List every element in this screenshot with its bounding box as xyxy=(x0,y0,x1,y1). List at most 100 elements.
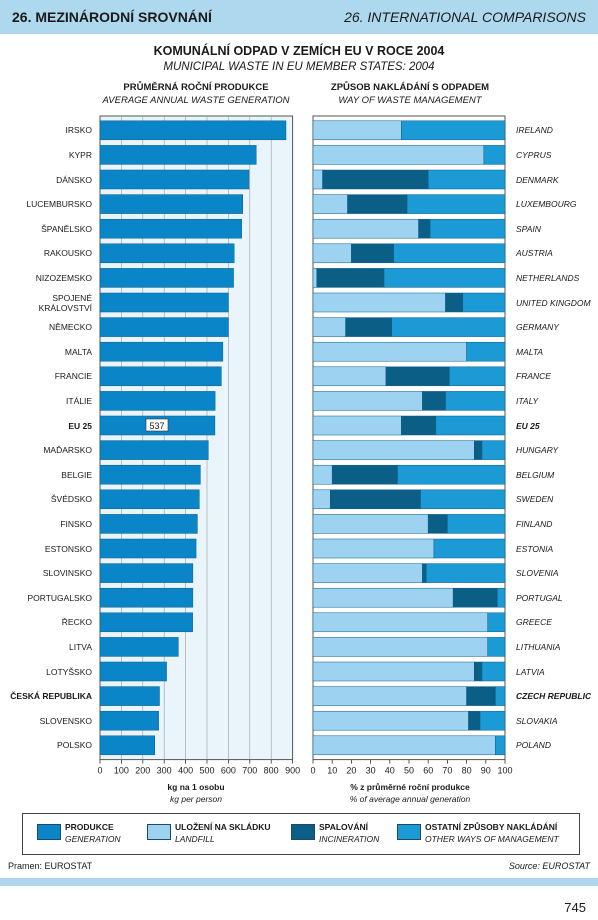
category-label-en: MALTA xyxy=(516,346,544,357)
bar-segment xyxy=(312,661,475,682)
x-tick-label: 90 xyxy=(481,766,491,776)
left-x-axis-label-en: kg per person xyxy=(170,794,222,804)
category-label-en: NETHERLANDS xyxy=(516,272,580,283)
bar-segment xyxy=(447,514,506,534)
bar-segment xyxy=(385,366,450,387)
x-tick-label: 10 xyxy=(327,766,337,776)
x-tick-label: 400 xyxy=(178,766,193,776)
bar-segment xyxy=(347,194,408,214)
x-tick-label: 50 xyxy=(404,766,414,776)
x-tick-label: 0 xyxy=(97,766,102,776)
category-label-en: HUNGARY xyxy=(516,445,559,456)
category-label-cz: KYPR xyxy=(68,149,92,160)
bar-segment xyxy=(312,194,348,214)
x-tick-label: 40 xyxy=(385,766,395,776)
category-label-en: CYPRUS xyxy=(516,149,552,160)
category-label-cz: ČESKÁ REPUBLIKA xyxy=(10,691,92,702)
category-label-cz: FINSKO xyxy=(60,518,92,529)
bar-segment xyxy=(474,661,483,682)
bar-segment xyxy=(312,218,419,239)
bar-segment xyxy=(466,686,496,706)
bar-generation xyxy=(99,735,156,756)
x-tick-label: 30 xyxy=(366,766,376,776)
legend-label-en: GENERATION xyxy=(65,834,121,844)
category-label-en: ITALY xyxy=(516,395,539,406)
category-label-cz: NĚMECKO xyxy=(49,322,92,333)
bar-segment xyxy=(322,169,429,190)
bar-segment xyxy=(445,391,506,411)
bar-segment xyxy=(312,587,454,608)
bar-segment xyxy=(426,563,506,583)
x-tick-label: 100 xyxy=(497,766,512,776)
bar-generation xyxy=(99,563,194,583)
category-label-en: GERMANY xyxy=(516,322,559,333)
bar-segment xyxy=(397,464,506,485)
bar-segment xyxy=(312,489,331,510)
bar-segment xyxy=(487,612,506,633)
chart-title-cz: KOMUNÁLNÍ ODPAD V ZEMÍCH EU V ROCE 2004 xyxy=(153,44,445,58)
bar-segment xyxy=(391,317,506,337)
bar-generation xyxy=(99,686,160,706)
legend-swatch-other xyxy=(397,824,421,840)
bar-segment xyxy=(312,120,402,141)
chart-title-en: MUNICIPAL WASTE IN EU MEMBER STATES: 200… xyxy=(163,61,435,73)
bar-segment xyxy=(312,710,469,731)
category-label-en: GREECE xyxy=(516,617,552,628)
bar-segment xyxy=(312,464,333,485)
bar-segment xyxy=(312,415,402,436)
legend: PRODUKCE GENERATION ULOŽENÍ NA SKLÁDKU L… xyxy=(22,813,580,855)
bar-generation xyxy=(99,514,198,534)
legend-label-en: OTHER WAYS OF MANAGEMENT xyxy=(425,834,559,844)
category-label-en: EU 25 xyxy=(516,420,540,431)
category-label-cz: ŠPANĚLSKO xyxy=(41,223,92,234)
bar-generation xyxy=(99,440,209,460)
category-label-en: POLAND xyxy=(516,740,551,751)
category-label-cz: ESTONSKO xyxy=(44,543,92,554)
bar-segment xyxy=(345,317,392,337)
legend-label-cz: SPALOVÁNÍ xyxy=(319,822,368,832)
bar-segment xyxy=(393,243,506,264)
legend-swatch-incineration xyxy=(291,824,315,840)
category-label-cz: NIZOZEMSKO xyxy=(35,272,92,283)
eu25-value-box xyxy=(145,418,169,432)
bar-segment xyxy=(312,686,467,706)
bar-segment xyxy=(433,538,506,559)
legend-label-cz: PRODUKCE xyxy=(65,822,114,832)
source-cz: Pramen: EUROSTAT xyxy=(8,861,93,871)
bar-segment xyxy=(312,391,423,411)
category-label-en: IRELAND xyxy=(516,125,553,136)
source-en: Source: EUROSTAT xyxy=(508,861,590,871)
category-label-cz: RAKOUSKO xyxy=(43,248,92,259)
legend-label-en: LANDFILL xyxy=(175,834,215,844)
category-label-en: CZECH REPUBLIC xyxy=(516,691,592,702)
bar-segment xyxy=(312,341,467,362)
category-label-en: ESTONIA xyxy=(516,543,554,554)
legend-swatch-landfill xyxy=(147,824,171,840)
category-label-en: SPAIN xyxy=(516,223,541,234)
bar-generation xyxy=(99,317,229,337)
right-panel-title-en: WAY OF WASTE MANAGEMENT xyxy=(338,95,482,106)
bar-segment xyxy=(422,563,427,583)
category-label-cz: FRANCIE xyxy=(54,371,92,382)
bar-segment xyxy=(481,661,506,682)
bar-generation xyxy=(99,637,179,657)
category-label-cz: PORTUGALSKO xyxy=(27,592,92,603)
bar-segment xyxy=(351,243,394,264)
category-label-en: PORTUGAL xyxy=(516,592,563,603)
bar-generation xyxy=(99,194,243,214)
category-label-en: FINLAND xyxy=(516,518,553,529)
bar-segment xyxy=(383,268,506,288)
bar-generation xyxy=(99,120,287,141)
bar-segment xyxy=(312,169,323,190)
x-tick-label: 600 xyxy=(221,766,236,776)
legend-label-cz: ULOŽENÍ NA SKLÁDKU xyxy=(175,822,271,832)
bar-segment xyxy=(481,440,506,460)
bar-segment xyxy=(312,735,496,756)
category-label-cz: ITÁLIE xyxy=(66,395,92,406)
bar-generation xyxy=(99,218,242,239)
bar-segment xyxy=(452,587,498,608)
category-label-cz: ŠVÉDSKO xyxy=(50,494,92,505)
x-tick-label: 200 xyxy=(135,766,150,776)
category-label-en: UNITED KINGDOM xyxy=(516,297,591,308)
